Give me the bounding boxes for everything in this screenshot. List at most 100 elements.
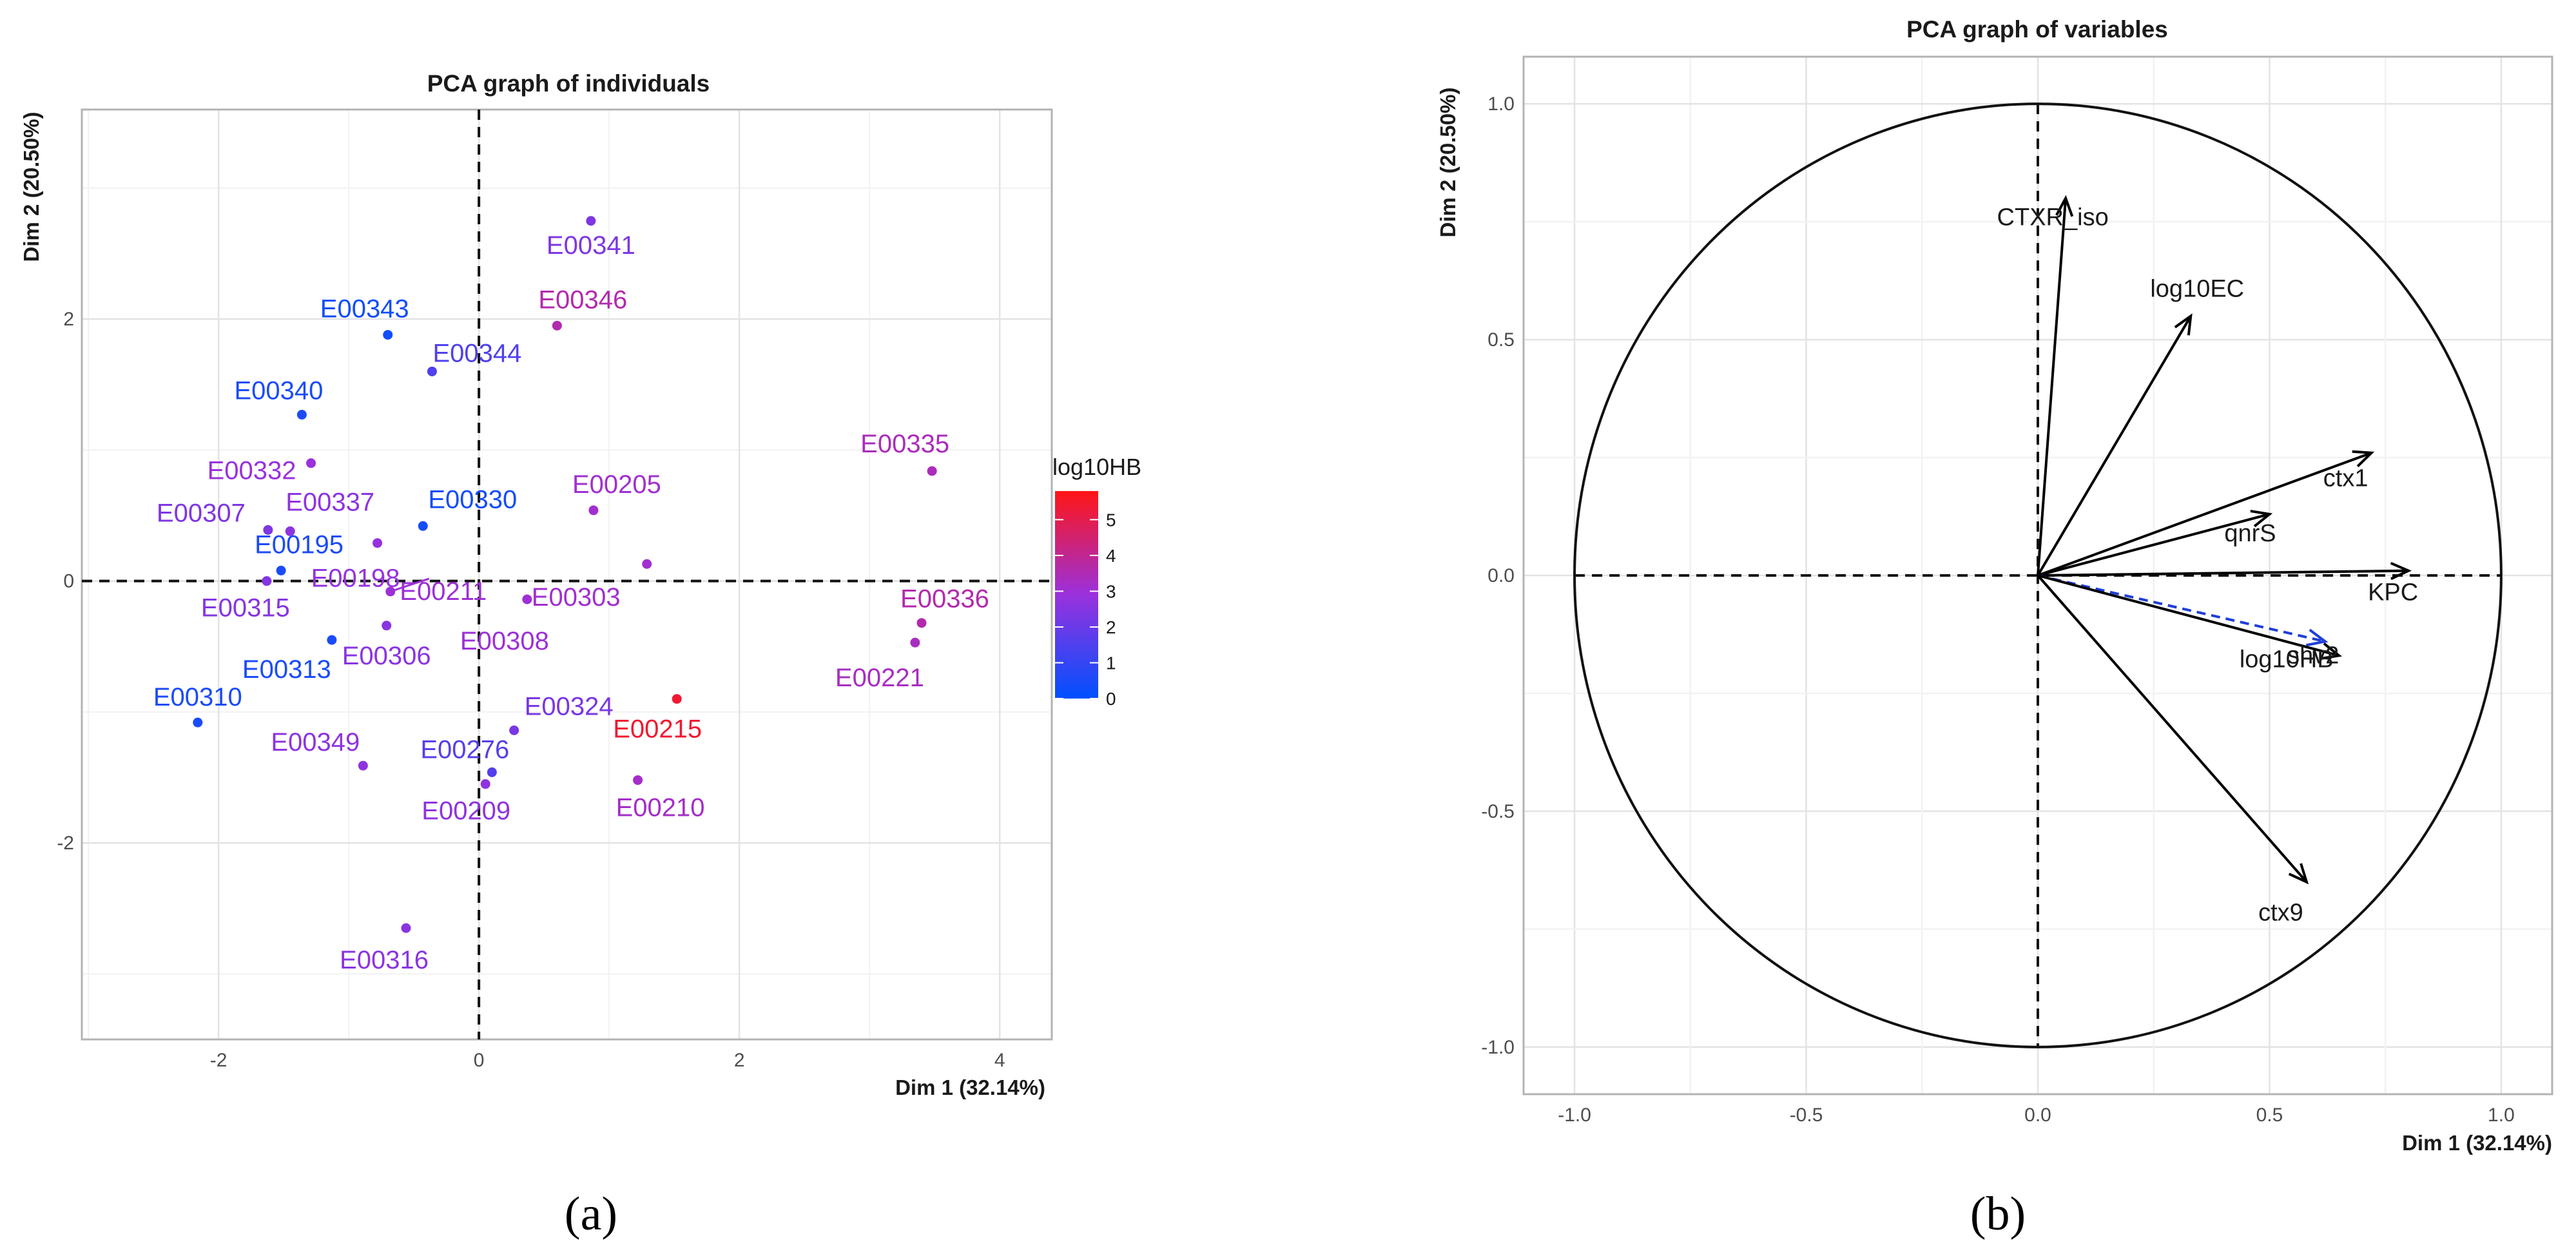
panel-a-individuals: PCA graph of individuals -2 0 2 4 -2 0 2 E0034… — [19, 70, 1141, 1099]
arrowhead-KPC — [2390, 561, 2412, 581]
y-tick-label: 0.5 — [1487, 329, 1515, 351]
x-tick-label: 4 — [994, 1050, 1005, 1071]
point-label-E00344: E00344 — [432, 339, 521, 367]
point-label-E00315: E00315 — [201, 594, 290, 622]
arrow-log10HB — [2037, 574, 2326, 643]
point-label-E00221: E00221 — [835, 664, 924, 692]
point-E00341 — [586, 216, 596, 226]
panel-a-x-axis-title: Dim 1 (32.14%) — [895, 1076, 1045, 1099]
legend-tick-label: 1 — [1106, 653, 1116, 673]
arrow-label-log10EC: log10EC — [2150, 276, 2244, 303]
point-label-E00341: E00341 — [547, 231, 635, 260]
arrow-KPC — [2037, 569, 2409, 577]
panel-a-y-axis-title: Dim 2 (20.50%) — [19, 112, 43, 262]
x-tick-label: 0.5 — [2256, 1104, 2283, 1126]
point-E00343 — [383, 330, 393, 340]
x-tick-label: -0.5 — [1790, 1104, 1823, 1126]
point-label-E00343: E00343 — [320, 295, 409, 323]
point-E00344 — [427, 366, 437, 376]
point-E00209 — [480, 779, 490, 789]
arrow-label-KPC: KPC — [2368, 579, 2418, 606]
point-E00198 — [373, 538, 383, 548]
arrow-shv2 — [2037, 574, 2339, 657]
panel-a-caption: (a) — [565, 1188, 617, 1240]
arrow-ctx9 — [2037, 574, 2308, 883]
y-tick-label: -1.0 — [1481, 1037, 1515, 1058]
x-tick-label: -2 — [210, 1050, 228, 1071]
arrowhead-ctx1 — [2352, 450, 2375, 468]
point-label-E00215: E00215 — [613, 715, 702, 744]
arrow-CTXR_iso — [2037, 198, 2068, 576]
legend-tick-label: 3 — [1106, 581, 1116, 601]
point-E00332 — [306, 458, 316, 468]
point-E00337 — [285, 526, 295, 536]
point-label-E00340: E00340 — [234, 377, 323, 405]
point-label-E00276: E00276 — [420, 735, 509, 764]
y-tick-label: -2 — [57, 833, 74, 854]
arrowhead-log10EC — [2174, 313, 2193, 336]
point-E00215 — [672, 694, 682, 704]
point-E00195 — [276, 565, 286, 575]
point-E00324 — [509, 725, 519, 735]
panel-a-tick-labels: -2 0 2 4 -2 0 2 — [57, 309, 1005, 1071]
point-label-E00195: E00195 — [255, 530, 344, 559]
point-E00346 — [552, 320, 562, 331]
point-label-E00335: E00335 — [860, 430, 949, 458]
panel-a-plot-border — [81, 108, 1053, 1041]
point-E00316 — [401, 923, 411, 933]
legend-tick-label: 2 — [1106, 617, 1116, 637]
point-label-E00337: E00337 — [286, 488, 374, 516]
point-label-E00330: E00330 — [428, 485, 517, 514]
y-tick-label: 0.0 — [1487, 565, 1515, 586]
point-label-E00310: E00310 — [153, 683, 242, 711]
x-tick-label: 2 — [734, 1050, 745, 1071]
legend-ticks: 0 1 2 3 4 5 — [1055, 510, 1116, 709]
point-label-E00210: E00210 — [616, 794, 705, 822]
point-label-E00346: E00346 — [538, 285, 627, 314]
arrow-log10EC — [2037, 315, 2192, 577]
panel-a-points — [193, 216, 937, 933]
arrow-ctx1 — [2037, 451, 2372, 577]
panel-a-point-labels: E00341 E00343 E00346 E00344 E00340 E00332 E003… — [153, 231, 989, 974]
point-label-E00332: E00332 — [208, 457, 296, 485]
color-legend: log10HB 0 1 2 3 4 5 — [1052, 454, 1141, 709]
point-E00308 — [522, 594, 532, 604]
panel-b-plot-border — [1522, 55, 2553, 1095]
point-E00276 — [487, 767, 497, 777]
panel-b-title: PCA graph of variables — [1906, 16, 2168, 43]
arrow-label-shv2: shv2 — [2287, 642, 2339, 669]
y-tick-label: 0 — [63, 571, 74, 592]
panel-b-caption: (b) — [1970, 1188, 2026, 1240]
legend-tick-label: 0 — [1106, 689, 1116, 709]
point-E00330 — [418, 521, 428, 531]
point-E00310 — [193, 717, 203, 728]
y-tick-label: -0.5 — [1481, 801, 1515, 822]
arrowhead-qnrS — [2250, 510, 2273, 528]
panel-b-variables: PCA graph of variables -1.0 -0.5 0.0 0.5 1.0… — [1436, 16, 2553, 1155]
point-label-E00303: E00303 — [532, 583, 621, 612]
arrow-label-ctx1: ctx1 — [2323, 465, 2368, 492]
point-E00335 — [927, 466, 937, 476]
panel-a-reference-lines — [82, 110, 1052, 1039]
panel-b-tick-labels: -1.0 -0.5 0.0 0.5 1.0 -1.0 -0.5 0.0 0.5 1.0 — [1481, 93, 2514, 1126]
arrowhead-ctx9 — [2288, 863, 2309, 885]
point-E00336 — [916, 618, 927, 628]
point-label-E00306: E00306 — [342, 642, 431, 670]
legend-title: log10HB — [1052, 454, 1141, 480]
label-connector — [390, 577, 430, 593]
panel-a-title: PCA graph of individuals — [427, 70, 710, 97]
point-E00306 — [382, 621, 392, 631]
arrowhead-shv2 — [2319, 642, 2343, 661]
arrow-label-qnrS: qnrS — [2224, 520, 2276, 547]
point-E00349 — [358, 760, 368, 771]
x-tick-label: 0.0 — [2024, 1104, 2051, 1126]
arrow-label-ctx9: ctx9 — [2258, 900, 2303, 927]
panel-b-y-axis-title: Dim 2 (20.50%) — [1436, 88, 1460, 238]
panel-b-arrows — [2037, 195, 2412, 885]
point-label-E00316: E00316 — [340, 946, 429, 974]
point-E00315 — [262, 576, 272, 586]
point-label-E00308: E00308 — [460, 627, 549, 655]
x-tick-label: 0 — [474, 1050, 485, 1071]
